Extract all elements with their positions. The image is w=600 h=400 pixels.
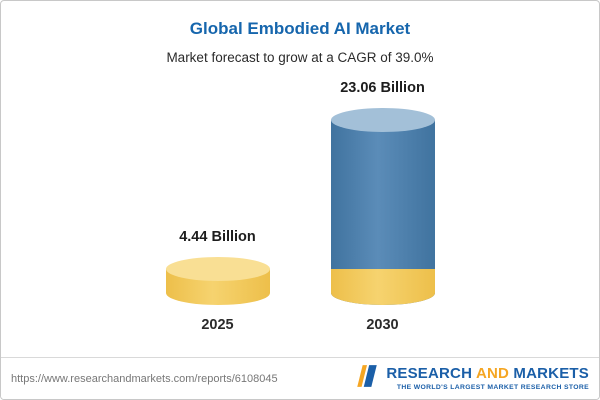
plot-area: 4.44 Billion 2025 23.06 Billion 2030	[1, 80, 599, 333]
footer: https://www.researchandmarkets.com/repor…	[1, 357, 599, 399]
logo-icon	[354, 363, 380, 394]
logo-and: AND	[475, 365, 510, 382]
logo: RESEARCH AND MARKETS THE WORLD'S LARGEST…	[354, 363, 589, 394]
source-url: https://www.researchandmarkets.com/repor…	[11, 372, 278, 385]
value-label-2025: 4.44 Billion	[179, 229, 256, 245]
logo-research: RESEARCH	[386, 365, 473, 382]
chart-header: Global Embodied AI Market Market forecas…	[1, 1, 599, 65]
chart-title: Global Embodied AI Market	[189, 19, 411, 38]
cylinder-2030-body	[330, 120, 435, 305]
bar-group-2025: 4.44 Billion 2025	[158, 229, 278, 333]
year-label-2025: 2025	[201, 317, 234, 333]
logo-text: RESEARCH AND MARKETS THE WORLD'S LARGEST…	[386, 366, 589, 391]
logo-tagline: THE WORLD'S LARGEST MARKET RESEARCH STOR…	[396, 384, 589, 391]
cylinder-2025-top-ellipse	[165, 257, 270, 281]
value-label-2030: 23.06 Billion	[340, 80, 425, 96]
year-label-2030: 2030	[366, 317, 399, 333]
cylinder-2030	[330, 108, 435, 305]
cylinder-2030-base-band	[330, 269, 435, 305]
cylinder-2025	[165, 257, 270, 305]
logo-wordmark: RESEARCH AND MARKETS	[386, 366, 589, 381]
bar-group-2030: 23.06 Billion 2030	[323, 80, 443, 333]
cylinder-2030-top-ellipse	[330, 108, 435, 132]
logo-markets: MARKETS	[513, 365, 589, 382]
chart-subtitle: Market forecast to grow at a CAGR of 39.…	[166, 50, 434, 65]
